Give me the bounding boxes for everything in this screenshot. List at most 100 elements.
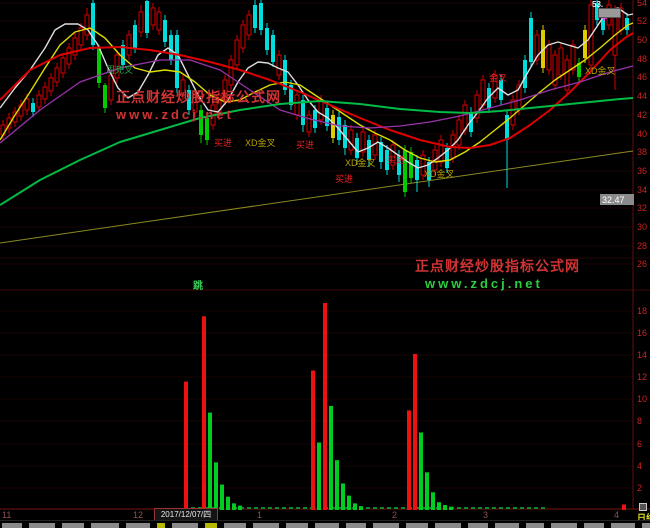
y-axis-label: 28 xyxy=(637,241,647,251)
trendline xyxy=(0,150,634,244)
candle-down xyxy=(367,140,371,160)
candle-up xyxy=(510,99,516,126)
x-axis-label: 12 xyxy=(133,510,143,520)
candle-up xyxy=(546,44,552,71)
toolbar-item[interactable] xyxy=(157,523,165,528)
candle-up xyxy=(54,67,60,83)
candle-up xyxy=(222,79,228,101)
candle-down xyxy=(91,3,95,45)
candle-down xyxy=(379,142,383,162)
candle-down xyxy=(259,3,263,30)
toolbar-item[interactable] xyxy=(253,523,279,528)
candle-up xyxy=(126,34,132,56)
toolbar-item[interactable] xyxy=(406,523,428,528)
candle-up xyxy=(306,114,312,133)
x-axis-label: 3 xyxy=(483,510,488,520)
candle-up xyxy=(294,94,300,116)
candle-up xyxy=(180,79,186,96)
toolbar-item[interactable] xyxy=(315,523,339,528)
candle-up xyxy=(48,77,54,92)
toolbar-item[interactable] xyxy=(551,523,577,528)
toolbar-item[interactable] xyxy=(286,523,308,528)
toolbar-item[interactable] xyxy=(91,523,119,528)
toolbar-item[interactable] xyxy=(346,523,366,528)
toolbar-item[interactable] xyxy=(526,523,544,528)
candle-down xyxy=(445,148,449,168)
candle-up xyxy=(420,154,426,176)
candle-up xyxy=(276,54,282,76)
histogram-bar xyxy=(184,381,188,510)
histogram-bar xyxy=(419,432,423,510)
y-axis-label: 48 xyxy=(637,54,647,64)
candle-down xyxy=(583,30,587,58)
histogram-bar xyxy=(238,505,242,510)
toolbar-item[interactable] xyxy=(126,523,150,528)
candle-down xyxy=(385,150,389,170)
candle-up xyxy=(552,54,558,86)
toolbar-item[interactable] xyxy=(611,523,635,528)
candle-up xyxy=(138,11,144,33)
candle-down xyxy=(145,1,149,33)
y-axis-label: 34 xyxy=(637,185,647,195)
y-axis-label: 12 xyxy=(637,372,647,382)
bottom-toolbar[interactable] xyxy=(0,520,650,528)
toolbar-item[interactable] xyxy=(2,523,22,528)
period-label[interactable]: 日线 xyxy=(637,513,650,523)
candle-down xyxy=(265,28,269,50)
toolbar-item[interactable] xyxy=(62,523,84,528)
toolbar-item[interactable] xyxy=(435,523,461,528)
histogram-bar xyxy=(437,502,441,510)
histogram-bar xyxy=(232,503,236,510)
y-axis-label: 46 xyxy=(637,72,647,82)
toolbar-item[interactable] xyxy=(642,523,650,528)
histogram-bar xyxy=(202,316,206,510)
toolbar-item[interactable] xyxy=(205,523,217,528)
candle-down xyxy=(289,85,293,105)
candle-down xyxy=(403,150,407,192)
signal-label: 买进 xyxy=(214,138,232,148)
signal-label: XD金叉 xyxy=(424,168,455,179)
toolbar-item[interactable] xyxy=(584,523,604,528)
histogram-bar xyxy=(311,370,315,510)
price-tag-box xyxy=(598,8,621,18)
y-axis-label: 30 xyxy=(637,222,647,232)
y-axis-label: 4 xyxy=(637,461,642,471)
candle-down xyxy=(397,155,401,175)
candle-down xyxy=(283,60,287,90)
x-axis-label: 1 xyxy=(257,510,262,520)
signal-label: XD金叉 xyxy=(245,137,276,148)
candle-down xyxy=(163,20,167,42)
toolbar-item[interactable] xyxy=(495,523,519,528)
signal-label: XD金叉 xyxy=(345,157,376,168)
histogram-bar xyxy=(407,410,411,510)
resize-handle-icon[interactable] xyxy=(639,503,647,511)
ma-line-white xyxy=(0,7,634,169)
histogram-bar xyxy=(226,496,230,510)
current-price-tag xyxy=(600,194,634,205)
candle-up xyxy=(534,34,540,61)
candle-up xyxy=(492,74,498,99)
toolbar-item[interactable] xyxy=(172,523,198,528)
candle-down xyxy=(409,152,413,178)
x-axis-label: 2 xyxy=(392,510,397,520)
toolbar-item[interactable] xyxy=(29,523,55,528)
toolbar-item[interactable] xyxy=(468,523,488,528)
candle-up xyxy=(474,94,480,119)
x-axis-label: 11 xyxy=(2,510,11,520)
y-axis-label: 42 xyxy=(637,110,647,120)
toolbar-item[interactable] xyxy=(224,523,246,528)
candle-up xyxy=(114,54,120,79)
candle-up xyxy=(84,14,90,36)
y-axis-label: 40 xyxy=(637,129,647,139)
candle-up xyxy=(246,14,252,36)
candle-up xyxy=(192,94,198,113)
histogram-bar xyxy=(347,495,351,510)
candle-up xyxy=(42,86,48,100)
candle-down xyxy=(313,110,317,128)
candle-down xyxy=(169,35,173,60)
toolbar-item[interactable] xyxy=(373,523,399,528)
candle-down xyxy=(523,60,527,88)
current-price-value: 32.47 xyxy=(602,195,625,205)
histogram-bar xyxy=(208,412,212,510)
